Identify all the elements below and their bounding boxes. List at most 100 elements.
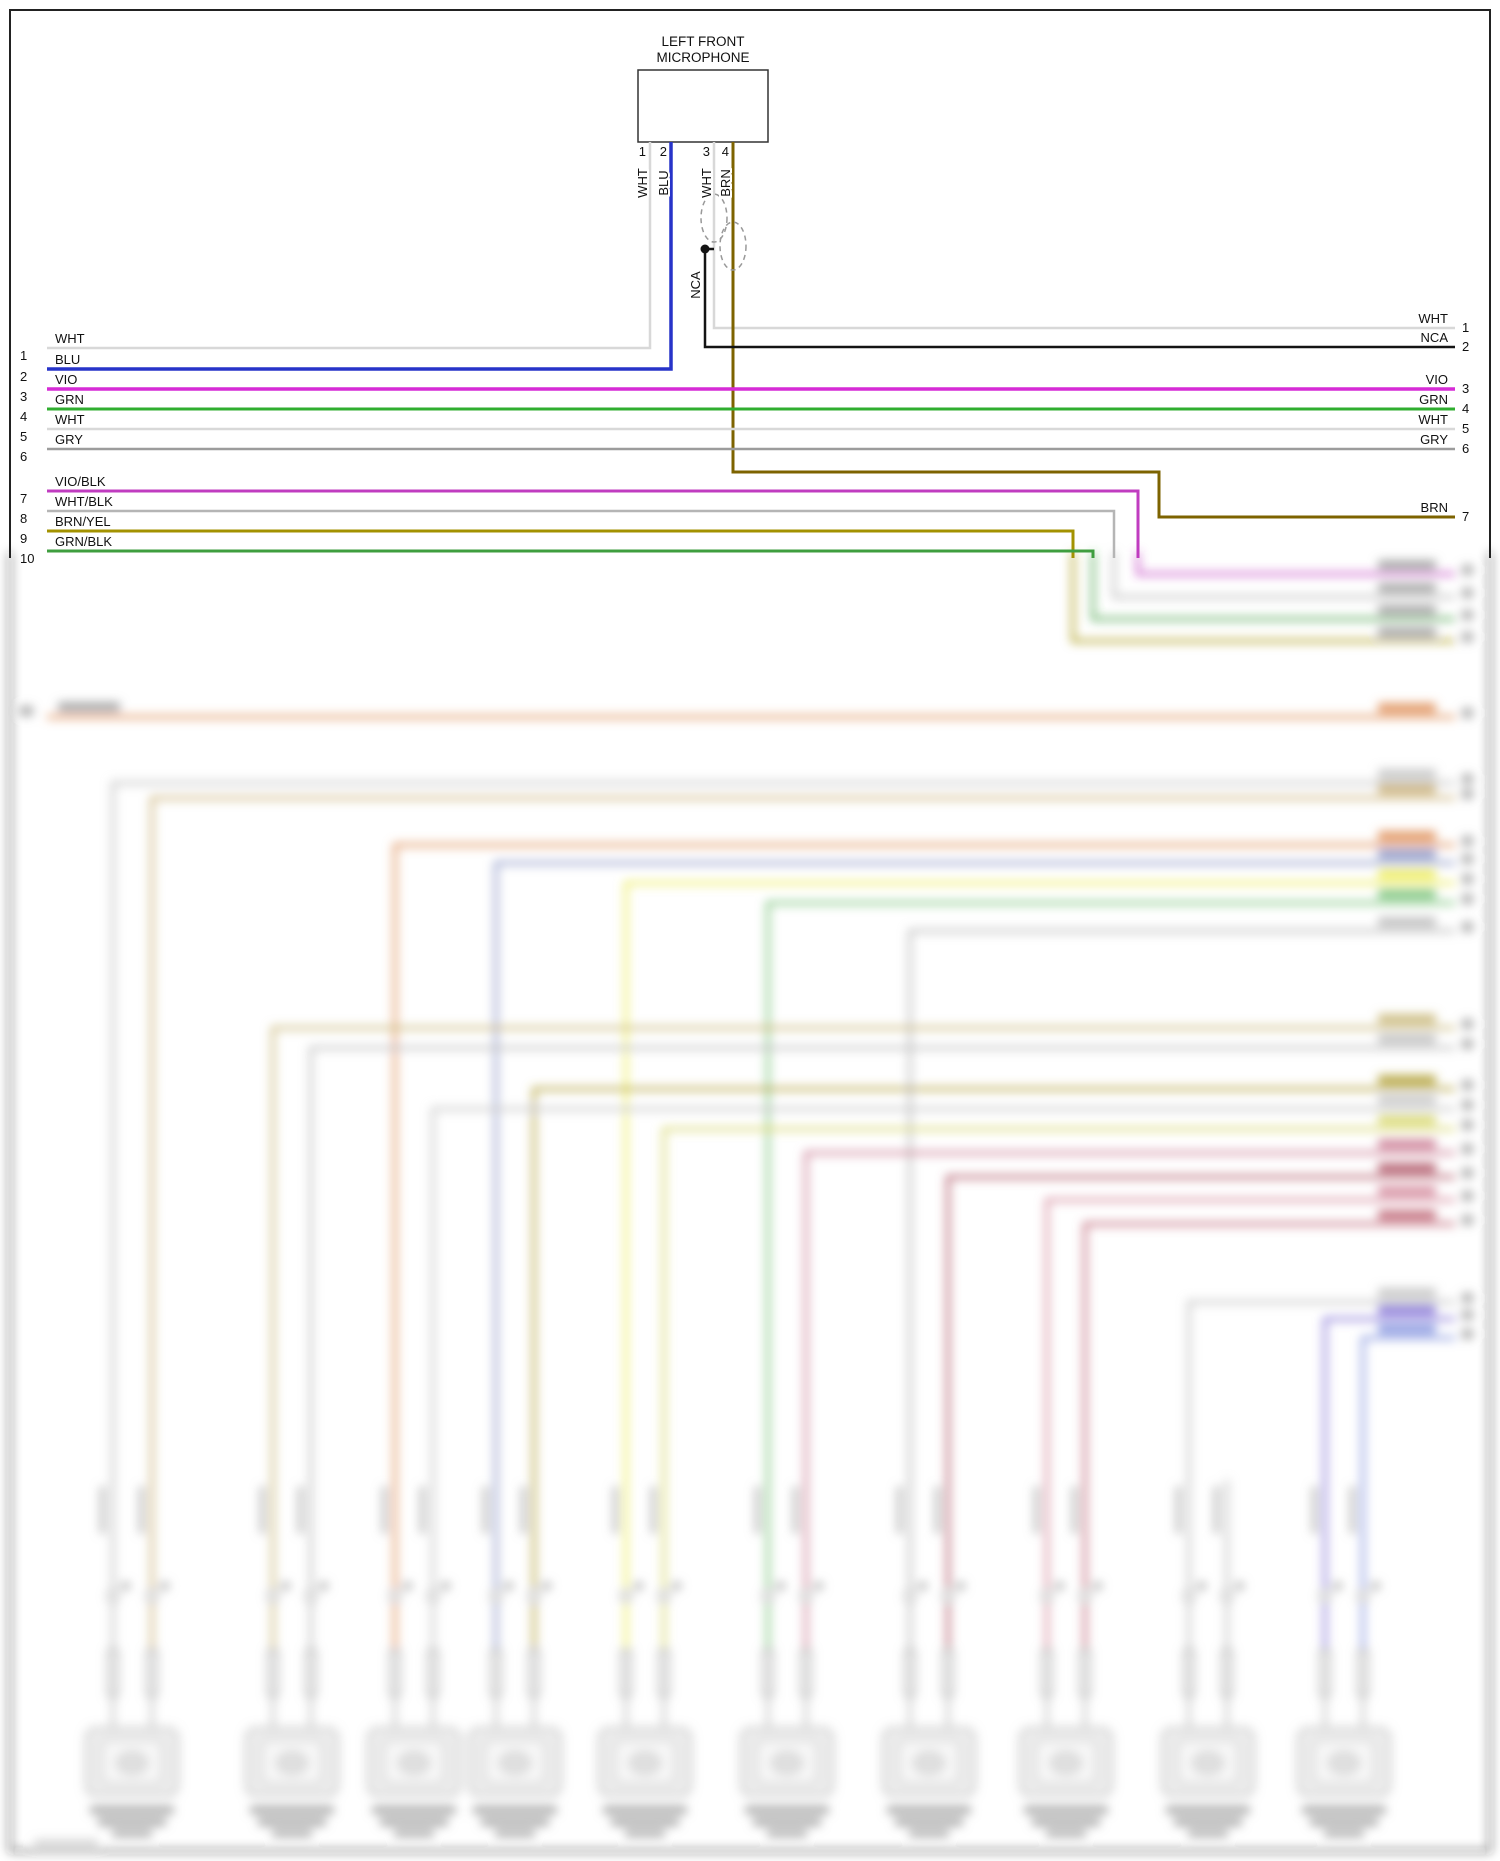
blurred-label-blob [1046,1830,1086,1837]
right-wire-label: GRY [1420,432,1448,447]
wire-blurred [1045,1198,1455,1650]
blurred-label-blob [918,1582,927,1590]
connector-pin-bar [1041,1649,1053,1697]
left-wire-label: GRN [55,392,84,407]
blurred-label-blob [1350,1486,1355,1534]
connector-pin-bar [146,1649,158,1697]
connector-pin-bar [942,1649,954,1697]
blurred-label-blob [1378,703,1436,713]
blurred-label-blob [495,1830,535,1837]
blurred-label-blob [1310,1818,1378,1826]
left-pin-number: 3 [20,389,27,404]
right-pin-number: 5 [1462,421,1469,436]
left-pin-number: 9 [20,531,27,546]
blurred-label-blob [272,1830,312,1837]
left-pin-number: 8 [20,511,27,526]
blurred-label-blob [1462,565,1473,575]
shield-wire-label: NCA [688,271,703,299]
blurred-label-blob [1176,1486,1181,1534]
blurred-label-blob [1462,1215,1473,1225]
right-wire-label: WHT [1418,311,1448,326]
inline-connector-icon [489,1589,503,1603]
blurred-label-blob [1462,922,1473,932]
blurred-label-blob [1378,605,1436,615]
blurred-label-blob [98,1818,166,1826]
blurred-label-blob [441,1582,450,1590]
left-pin-number: 1 [20,348,27,363]
blurred-label-blob [1055,1582,1064,1590]
wire-blurred [1071,552,1455,643]
wire-blurred [946,1175,1455,1650]
blurred-label-blob [1378,1075,1436,1085]
connector-pin-bar [1079,1649,1091,1697]
blurred-label-blob [1378,1288,1436,1298]
mic-pin-number: 2 [660,144,667,159]
wire-blurred [271,1026,1455,1650]
blurred-label-blob [1197,1582,1206,1590]
blurred-label-blob [672,1582,681,1590]
speaker-cone-icon [629,1751,661,1775]
blurred-label-blob [403,1582,412,1590]
blurred-label-blob [1024,1806,1108,1814]
blurred-label-blob [745,1806,829,1814]
right-pin-number: 1 [1462,320,1469,335]
nca-junction-dot [700,244,710,254]
blurred-label-blob [1462,774,1473,784]
blurred-label-blob [1188,1830,1228,1837]
blurred-label-blob [1378,560,1436,570]
blurred-label-blob [625,1830,665,1837]
right-pin-number: 3 [1462,381,1469,396]
connector-pin-bar [107,1649,119,1697]
right-wire-label: BRN [1421,500,1448,515]
connector-pin-bar [427,1649,439,1697]
blurred-label-blob [1462,1120,1473,1130]
wire-blurred [1091,552,1455,621]
sharp-upper-diagram: LEFT FRONT MICROPHONE 1 2 3 4 WHT BLU WH… [9,9,1491,566]
blurred-label-blob [1462,854,1473,864]
right-pin-number: 4 [1462,401,1469,416]
mic-wire-label: BLU [656,170,671,195]
wire-nca [703,247,1455,349]
connector-pin-bar [528,1649,540,1697]
speaker-cone-icon [276,1751,308,1775]
inline-connector-icon [388,1589,402,1603]
left-wire-label: GRY [55,432,83,447]
blurred-label-blob [1378,1210,1436,1220]
left-wire-label: VIO [55,372,77,387]
left-wire-label: BLU [55,352,80,367]
left-pin-number: 2 [20,369,27,384]
wire-blurred [494,861,1455,1650]
blurred-label-blob [1093,1582,1102,1590]
mic-pin-number: 4 [722,144,729,159]
blurred-label-blob [634,1582,643,1590]
wire-pin2-blu [47,142,673,371]
blurred-label-blob [1462,1293,1473,1303]
blurred-label-blob [319,1582,328,1590]
blurred-label-blob [1462,1144,1473,1154]
page-border-blurred [9,552,1491,1852]
blurred-label-blob [1333,1582,1342,1590]
blurred-label-blob [250,1806,334,1814]
blurred-label-blob [1462,1329,1473,1339]
inline-connector-icon [657,1589,671,1603]
left-wire-label: WHT [55,331,85,346]
inline-connector-icon [527,1589,541,1603]
speaker-cone-icon [1328,1751,1360,1775]
inline-connector-icon [1318,1589,1332,1603]
wire-brn-yel [47,529,1075,558]
connector-pin-bar [1357,1649,1369,1697]
inline-connector-icon [304,1589,318,1603]
blurred-label-blob [1235,1582,1244,1590]
right-wire-label: VIO [1426,372,1448,387]
inline-connector-icon [1040,1589,1054,1603]
blurred-label-blob [793,1486,798,1534]
blurred-label-blob [776,1582,785,1590]
blurred-label-blob [481,1818,549,1826]
blurred-label-blob [1371,1582,1380,1590]
blurred-label-blob [1034,1486,1039,1534]
component-title-line1: LEFT FRONT [661,34,744,49]
connector-pin-bar [800,1649,812,1697]
blurred-label-blob [1378,849,1436,859]
wire-wht-blk [47,509,1116,558]
